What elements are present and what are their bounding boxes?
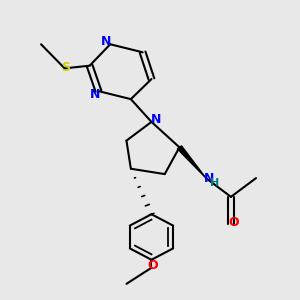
Text: O: O (148, 259, 158, 272)
Text: O: O (228, 216, 238, 229)
Text: S: S (61, 61, 70, 74)
Text: N: N (204, 172, 215, 184)
Polygon shape (177, 146, 206, 178)
Text: N: N (89, 88, 100, 101)
Text: N: N (101, 35, 112, 48)
Text: N: N (151, 113, 161, 126)
Text: H: H (210, 178, 219, 188)
